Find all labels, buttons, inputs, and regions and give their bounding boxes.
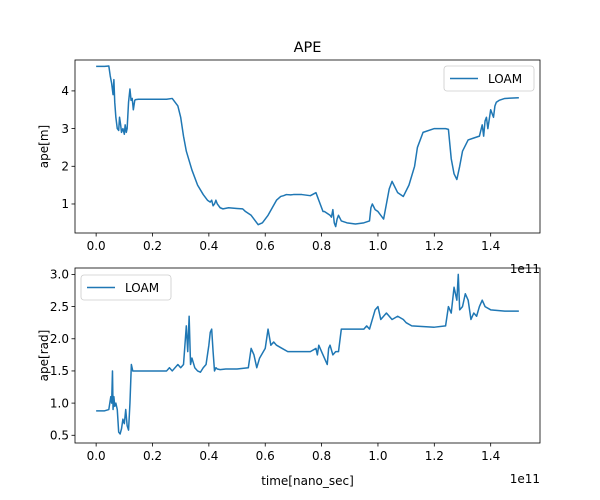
legend: LOAM — [80, 274, 172, 301]
x-tick-label: 0.8 — [312, 239, 331, 253]
series-line-loam-1 — [96, 273, 519, 435]
x-tick-label: 0.6 — [256, 239, 275, 253]
x-tick-label: 1.0 — [368, 449, 387, 463]
x-tick-label: 0.2 — [143, 449, 162, 463]
subplot-1: 0.0 0.2 0.4 0.6 0.8 1.0 1.2 1.4 1 2 3 4 1e11 APE ape[m… — [37, 40, 541, 276]
x-tick-label: 1.2 — [425, 239, 444, 253]
y-tick-label: 1.5 — [50, 364, 69, 378]
y-tick-label: 3 — [61, 122, 69, 136]
x-offset-text: 1e11 — [510, 262, 540, 276]
x-tick-label: 0.4 — [199, 239, 218, 253]
y-tick-label: 2 — [61, 159, 69, 173]
x-tick-label: 0.0 — [87, 449, 106, 463]
y-tick-label: 1 — [61, 197, 69, 211]
y-tick-label: 0.5 — [50, 428, 69, 442]
legend-label: LOAM — [125, 281, 159, 295]
y-axis-label: ape[rad] — [37, 330, 51, 382]
y-tick-label: 2.5 — [50, 300, 69, 314]
x-tick-label: 0.4 — [199, 449, 218, 463]
x-tick-label: 1.0 — [368, 239, 387, 253]
x-tick-label: 0.6 — [256, 449, 275, 463]
x-tick-label: 0.8 — [312, 449, 331, 463]
y-tick-label: 3.0 — [50, 268, 69, 282]
legend-box — [443, 65, 535, 92]
x-axis-label: time[nano_sec] — [261, 474, 354, 488]
x-tick-label: 0.0 — [87, 239, 106, 253]
legend-label: LOAM — [488, 72, 522, 86]
x-tick-label: 0.2 — [143, 239, 162, 253]
series-line-loam-1 — [96, 65, 519, 228]
subplot-2: 0.0 0.2 0.4 0.6 0.8 1.0 1.2 1.4 0.5 1.0 1.5 2.0 2.5 3… — [37, 267, 541, 488]
legend-box — [80, 274, 172, 301]
y-tick-label: 2.0 — [50, 332, 69, 346]
x-tick-label: 1.4 — [481, 449, 500, 463]
y-tick-label: 1.0 — [50, 396, 69, 410]
chart-title: APE — [294, 40, 322, 56]
y-axis-label: ape[m] — [37, 125, 51, 168]
x-tick-label: 1.4 — [481, 239, 500, 253]
axes-frame — [74, 267, 541, 444]
y-tick-label: 4 — [61, 84, 69, 98]
axes-frame — [74, 59, 541, 234]
legend: LOAM — [443, 65, 535, 92]
x-tick-label: 1.2 — [425, 449, 444, 463]
x-offset-text: 1e11 — [510, 472, 540, 486]
